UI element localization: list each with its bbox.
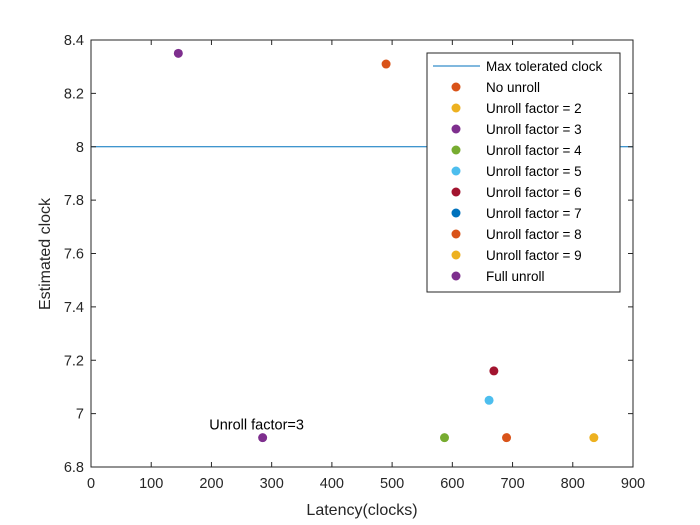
legend-entry-label: Unroll factor = 4 — [486, 143, 582, 158]
legend-marker-swatch — [451, 166, 461, 176]
y-tick-label: 8 — [76, 140, 84, 156]
legend-marker-swatch — [451, 229, 461, 239]
legend-marker-swatch — [451, 271, 461, 281]
annotation-label: Unroll factor=3 — [209, 418, 304, 434]
axes: 0 100 200 300 400 500 600 700 800 900 6.8 7 7.2 7.4 7.… — [64, 33, 645, 492]
data-point-series-4 — [484, 395, 494, 405]
y-tick-label: 8.2 — [64, 86, 84, 102]
y-tick-label: 8.4 — [64, 33, 84, 49]
x-tick-label: 300 — [260, 476, 284, 492]
data-point-series-2 — [258, 433, 268, 443]
legend-marker-swatch — [451, 103, 461, 113]
legend-entry-label: Unroll factor = 3 — [486, 122, 582, 137]
x-tick-label: 800 — [561, 476, 585, 492]
x-tick-label: 200 — [199, 476, 223, 492]
y-tick-label: 7.6 — [64, 247, 84, 263]
y-tick-label: 7.8 — [64, 193, 84, 209]
x-tick-label: 700 — [500, 476, 524, 492]
legend-marker-swatch — [451, 145, 461, 155]
legend-entry-label: No unroll — [486, 80, 540, 95]
x-tick-label: 900 — [621, 476, 645, 492]
x-axis-label: Latency(clocks) — [306, 502, 417, 519]
data-marks — [173, 48, 599, 443]
data-point-series-0 — [381, 59, 391, 69]
y-axis-label: Estimated clock — [37, 197, 54, 310]
annotations: Unroll factor=3 — [209, 418, 304, 434]
x-tick-label: 500 — [380, 476, 404, 492]
legend-entry-label: Unroll factor = 2 — [486, 101, 582, 116]
data-point-series-9 — [173, 48, 183, 58]
legend-entry-label: Max tolerated clock — [486, 59, 603, 74]
y-tick-label: 7 — [76, 407, 84, 423]
data-point-series-5 — [489, 366, 499, 376]
legend-marker-swatch — [451, 250, 461, 260]
legend-entry-label: Unroll factor = 9 — [486, 248, 582, 263]
y-tick-label: 7.4 — [64, 300, 84, 316]
legend-entry-label: Unroll factor = 5 — [486, 164, 582, 179]
x-tick-label: 400 — [320, 476, 344, 492]
legend-marker-swatch — [451, 208, 461, 218]
legend-marker-swatch — [451, 187, 461, 197]
legend: Max tolerated clock No unroll Unroll facto… — [426, 52, 621, 293]
legend-marker-swatch — [451, 124, 461, 134]
x-tick-label: 100 — [139, 476, 163, 492]
legend-entry-label: Unroll factor = 6 — [486, 185, 582, 200]
y-tick-label: 7.2 — [64, 353, 84, 369]
x-tick-label: 0 — [87, 476, 95, 492]
legend-entry-label: Unroll factor = 7 — [486, 206, 582, 221]
data-point-series-1 — [589, 433, 599, 443]
legend-entry-label: Full unroll — [486, 269, 545, 284]
legend-entry-label: Unroll factor = 8 — [486, 227, 582, 242]
x-tick-label: 600 — [440, 476, 464, 492]
y-tick-label: 6.8 — [64, 460, 84, 476]
legend-marker-swatch — [451, 82, 461, 92]
data-point-series-3 — [440, 433, 450, 443]
data-point-series-7 — [502, 433, 512, 443]
